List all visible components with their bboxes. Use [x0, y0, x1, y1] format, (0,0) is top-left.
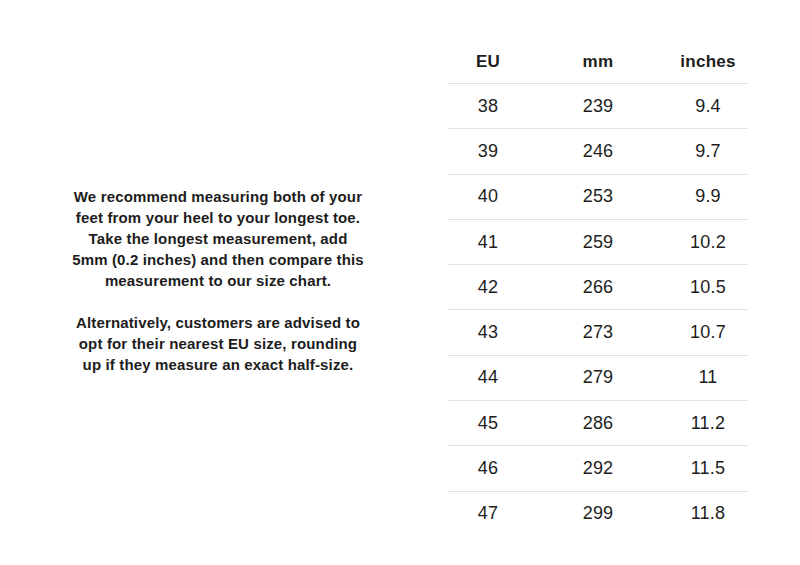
- table-row: 46 292 11.5: [448, 445, 748, 490]
- instructions-text-line: up if they measure an exact half-size.: [58, 354, 378, 375]
- cell-mm-value: 273: [528, 322, 668, 343]
- table-row: 40 253 9.9: [448, 174, 748, 219]
- cell-eu-size: 43: [448, 322, 528, 343]
- size-chart-table: EU mm inches 38 239 9.4 39 246 9.7: [448, 41, 748, 536]
- cell-eu-size: 47: [448, 503, 528, 524]
- cell-inches-value: 11.2: [668, 413, 748, 434]
- table-row: 45 286 11.2: [448, 400, 748, 445]
- table-row: 43 273 10.7: [448, 309, 748, 354]
- cell-inches-value: 9.9: [668, 186, 748, 207]
- cell-eu-size: 38: [448, 96, 528, 117]
- cell-mm-value: 299: [528, 503, 668, 524]
- cell-inches-value: 10.5: [668, 277, 748, 298]
- cell-mm-value: 239: [528, 96, 668, 117]
- size-chart-header-row: EU mm inches: [448, 41, 748, 83]
- instructions-paragraph-2: Alternatively, customers are advised to …: [58, 312, 378, 375]
- instructions-text-line: feet from your heel to your longest toe.: [58, 207, 378, 228]
- cell-inches-value: 11.5: [668, 458, 748, 479]
- instructions-text-line: opt for their nearest EU size, rounding: [58, 333, 378, 354]
- column-header: EU: [448, 52, 528, 72]
- table-row: 39 246 9.7: [448, 128, 748, 173]
- cell-inches-value: 10.2: [668, 232, 748, 253]
- cell-eu-size: 40: [448, 186, 528, 207]
- table-row: 42 266 10.5: [448, 264, 748, 309]
- size-guide-page: We recommend measuring both of your feet…: [0, 0, 800, 565]
- instructions-text-line: Take the longest measurement, add: [58, 228, 378, 249]
- size-chart-body: 38 239 9.4 39 246 9.7 40 253 9.9 41: [448, 83, 748, 536]
- cell-mm-value: 292: [528, 458, 668, 479]
- cell-inches-value: 10.7: [668, 322, 748, 343]
- instructions-paragraph-1: We recommend measuring both of your feet…: [58, 186, 378, 291]
- cell-eu-size: 44: [448, 367, 528, 388]
- cell-eu-size: 42: [448, 277, 528, 298]
- cell-mm-value: 259: [528, 232, 668, 253]
- cell-mm-value: 279: [528, 367, 668, 388]
- instructions-text-line: measurement to our size chart.: [58, 270, 378, 291]
- column-header: mm: [528, 52, 668, 72]
- cell-mm-value: 253: [528, 186, 668, 207]
- cell-inches-value: 11: [668, 367, 748, 388]
- table-row: 44 279 11: [448, 355, 748, 400]
- table-row: 41 259 10.2: [448, 219, 748, 264]
- table-row: 47 299 11.8: [448, 491, 748, 536]
- instructions-text-line: We recommend measuring both of your: [58, 186, 378, 207]
- cell-mm-value: 246: [528, 141, 668, 162]
- cell-eu-size: 39: [448, 141, 528, 162]
- column-header: inches: [668, 52, 748, 72]
- cell-eu-size: 46: [448, 458, 528, 479]
- cell-mm-value: 266: [528, 277, 668, 298]
- cell-inches-value: 9.7: [668, 141, 748, 162]
- instructions-text-line: Alternatively, customers are advised to: [58, 312, 378, 333]
- cell-inches-value: 9.4: [668, 96, 748, 117]
- cell-eu-size: 41: [448, 232, 528, 253]
- table-row: 38 239 9.4: [448, 83, 748, 128]
- instructions-text-line: 5mm (0.2 inches) and then compare this: [58, 249, 378, 270]
- measuring-instructions: We recommend measuring both of your feet…: [58, 186, 378, 375]
- cell-eu-size: 45: [448, 413, 528, 434]
- cell-mm-value: 286: [528, 413, 668, 434]
- cell-inches-value: 11.8: [668, 503, 748, 524]
